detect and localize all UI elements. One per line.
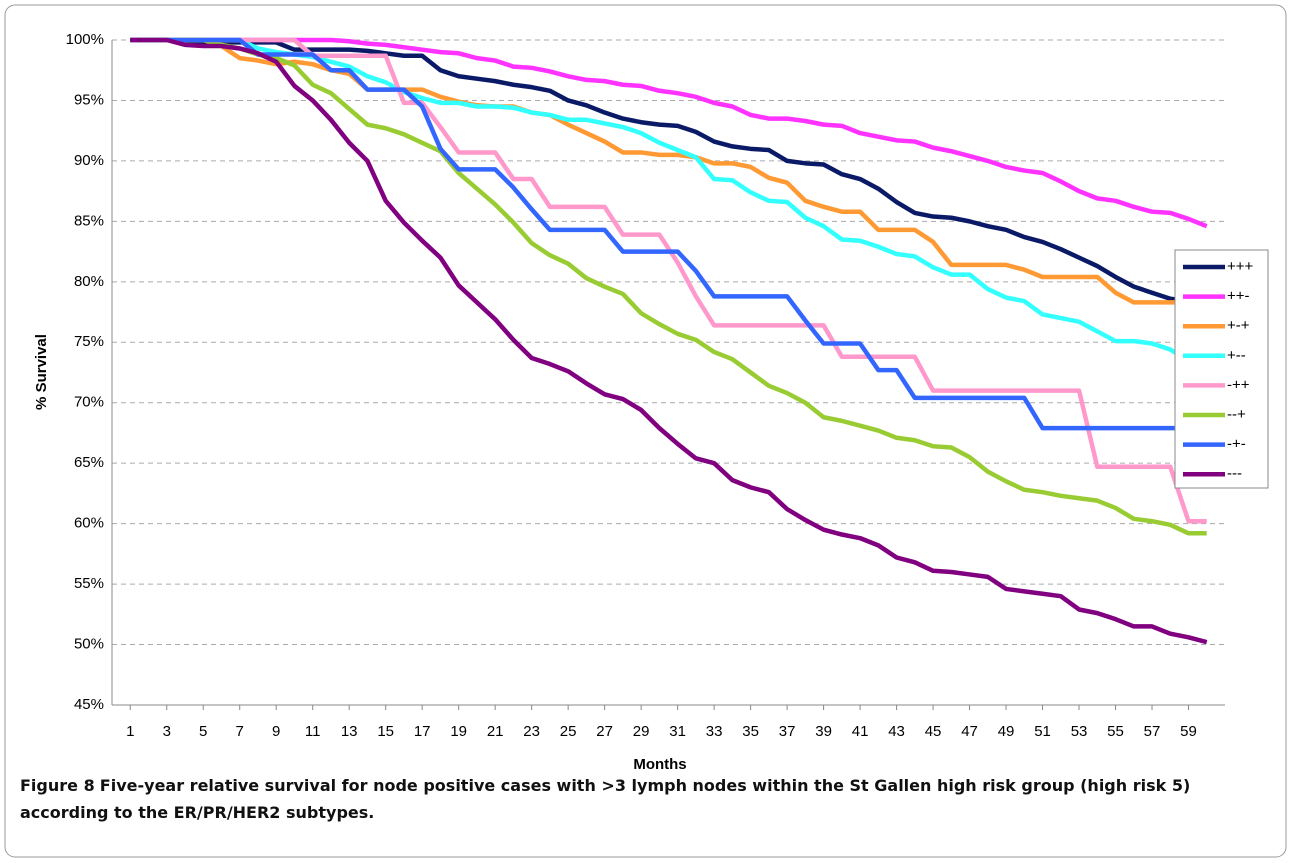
x-tick-label: 59 (1180, 723, 1197, 740)
series-line (130, 37, 1208, 306)
x-tick-label: 39 (815, 723, 832, 740)
y-tick-label: 90% (74, 152, 104, 169)
y-tick-label: 70% (74, 394, 104, 411)
series-line (130, 37, 1207, 431)
series-line (130, 37, 1208, 368)
legend-label: +-+ (1227, 317, 1250, 334)
x-tick-label: 25 (560, 723, 577, 740)
x-tick-label: 15 (377, 723, 394, 740)
x-tick-label: 11 (305, 723, 321, 740)
legend-label: -++ (1227, 376, 1250, 393)
x-tick-label: 41 (852, 723, 869, 740)
y-axis-label: % Survival (33, 334, 50, 410)
x-tick-label: 17 (414, 723, 431, 740)
x-tick-label: 5 (199, 723, 207, 740)
y-tick-label: 85% (74, 212, 104, 229)
x-tick-label: 49 (998, 723, 1015, 740)
x-tick-label: 47 (961, 723, 978, 740)
x-tick-label: 7 (236, 723, 244, 740)
x-tick-label: 51 (1034, 723, 1051, 740)
y-tick-label: 60% (74, 515, 104, 532)
y-tick-label: 50% (74, 636, 104, 653)
series-line (130, 37, 1207, 305)
x-tick-label: 57 (1144, 723, 1161, 740)
legend-label: ++- (1227, 288, 1250, 305)
caption: Figure 8 Five-year relative survival for… (20, 772, 1270, 826)
series-line (130, 37, 1207, 524)
legend-label: --- (1227, 465, 1242, 482)
x-tick-label: 45 (925, 723, 942, 740)
legend-label: +++ (1227, 258, 1254, 275)
y-tick-label: 75% (74, 333, 104, 350)
legend-box (1174, 249, 1269, 489)
series-line (130, 37, 1207, 536)
x-tick-label: 3 (163, 723, 171, 740)
y-tick-label: 80% (74, 273, 104, 290)
x-tick-label: 1 (126, 723, 134, 740)
x-tick-label: 33 (706, 723, 723, 740)
x-tick-label: 23 (523, 723, 540, 740)
legend-label: -+- (1227, 436, 1246, 453)
frame (4, 4, 1287, 858)
caption-label: Figure 8 (20, 776, 95, 795)
caption-text: Five-year relative survival for node pos… (20, 776, 1191, 822)
legend-label: +-- (1227, 347, 1246, 364)
y-tick-label: 65% (74, 454, 104, 471)
x-tick-label: 37 (779, 723, 796, 740)
y-tick-label: 100% (66, 31, 104, 48)
y-tick-label: 55% (74, 575, 104, 592)
x-tick-label: 53 (1071, 723, 1088, 740)
x-tick-label: 9 (272, 723, 280, 740)
legend-label: --+ (1227, 406, 1246, 423)
x-tick-label: 35 (742, 723, 759, 740)
x-tick-label: 43 (888, 723, 905, 740)
x-tick-label: 27 (596, 723, 613, 740)
series-line (130, 37, 1208, 645)
x-tick-label: 31 (669, 723, 686, 740)
series-line (130, 37, 1208, 229)
x-tick-label: 19 (450, 723, 467, 740)
y-tick-label: 45% (74, 696, 104, 713)
y-tick-label: 95% (74, 91, 104, 108)
x-tick-label: 29 (633, 723, 650, 740)
x-tick-label: 13 (341, 723, 358, 740)
x-axis-label: Months (633, 756, 686, 773)
x-tick-label: 55 (1107, 723, 1124, 740)
x-tick-label: 21 (487, 723, 504, 740)
